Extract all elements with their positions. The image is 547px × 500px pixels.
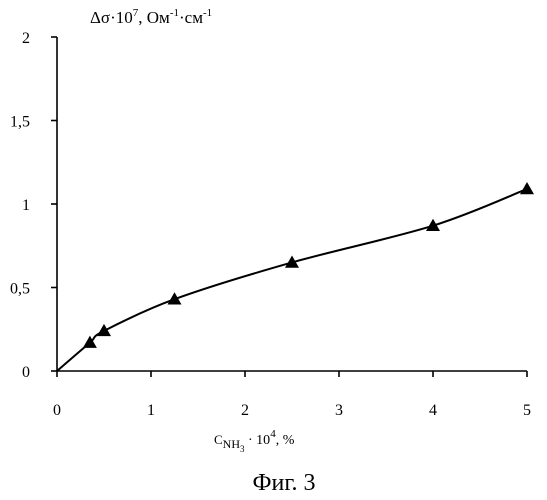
x-tick-label: 4 [429, 402, 437, 419]
x-tick-label: 0 [53, 402, 61, 419]
y-tick-label: 0 [22, 364, 30, 381]
y-tick-label: 1,5 [10, 114, 30, 131]
data-point [520, 182, 534, 194]
x-tick-label: 5 [523, 402, 531, 419]
x-tick-label: 2 [241, 402, 249, 419]
x-axis-label: CNH3 · 104, % [214, 428, 295, 454]
y-axis-label: Δσ·107, Ом-1·см-1 [90, 7, 212, 27]
y-tick-label: 2 [22, 30, 30, 47]
y-ticks: 0 0,5 1 1,5 2 [10, 30, 57, 381]
x-ticks: 0 1 2 3 4 5 [53, 371, 531, 419]
figure-caption: Фиг. 3 [253, 470, 316, 496]
data-point [97, 324, 111, 336]
x-tick-label: 3 [335, 402, 343, 419]
series-line [57, 189, 527, 371]
y-tick-label: 1 [22, 197, 30, 214]
x-tick-label: 1 [147, 402, 155, 419]
markers [83, 182, 534, 348]
y-tick-label: 0,5 [10, 281, 30, 298]
